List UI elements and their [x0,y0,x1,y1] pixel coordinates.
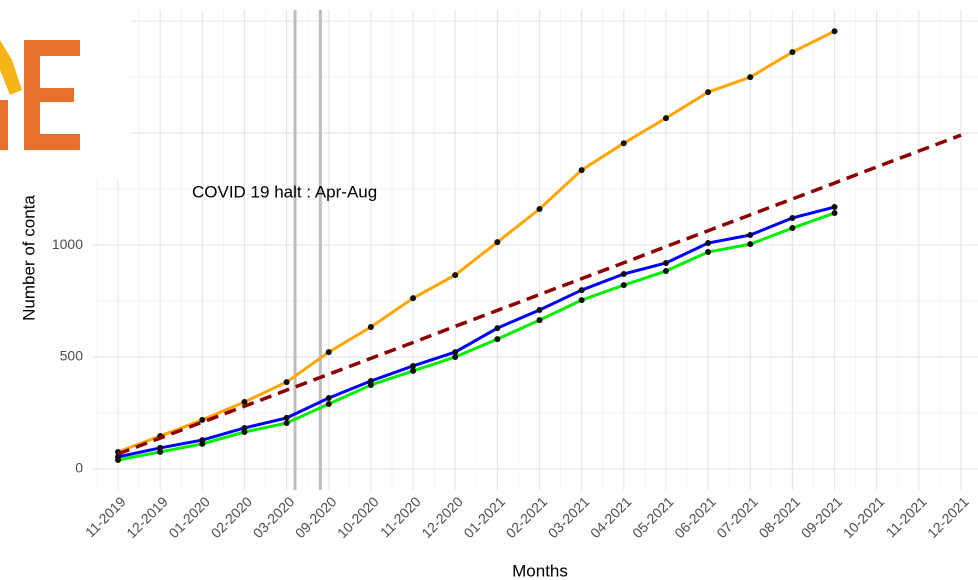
point [325,349,332,356]
x-tick-label: 11-2021 [883,493,930,540]
point [831,210,838,217]
y-tick-label: 1000 [52,236,83,252]
point [283,379,290,386]
logo-swoosh [0,40,22,95]
point [578,167,585,174]
grid [93,10,978,490]
point [494,325,501,332]
x-tick-label: 03-2020 [250,493,298,541]
x-tick-label: 11-2020 [377,493,424,540]
x-tick-label: 11-2019 [82,493,129,540]
point [536,317,543,324]
point [662,268,669,275]
x-tick-label: 12-2019 [123,493,171,541]
point [241,399,248,406]
point [578,287,585,294]
series-line [117,205,835,459]
logo-e [24,134,80,150]
point [410,362,417,369]
point [452,272,459,279]
logo-e [0,100,8,150]
x-tick-label: 10-2020 [334,493,382,541]
x-tick-label: 01-2020 [165,493,213,541]
x-tick-label: 05-2021 [629,493,677,541]
point [747,74,754,81]
point [410,367,417,374]
point [578,297,585,304]
x-tick-label: 03-2021 [545,493,593,541]
logo [0,0,130,180]
annotation: COVID 19 halt : Apr-Aug [192,182,377,201]
point [283,414,290,421]
point [199,416,206,423]
point [789,214,796,221]
point [452,349,459,356]
x-tick-label: 02-2020 [208,493,256,541]
point [705,89,712,96]
point [325,401,332,408]
point [705,249,712,256]
point [831,204,838,211]
x-tick-label: 12-2021 [924,493,972,541]
point [662,259,669,266]
point [283,420,290,427]
point [367,324,374,331]
point [789,225,796,232]
point [367,382,374,388]
x-tick-label: 06-2021 [671,493,719,541]
logo-e [24,40,80,56]
x-tick-label: 01-2021 [460,493,508,541]
point [747,232,754,238]
point [241,429,248,436]
point [747,241,754,248]
point [620,140,627,147]
point [662,115,669,122]
series-line [117,133,962,456]
point [705,240,712,247]
x-axis-title: Months [512,561,568,580]
point [620,270,627,277]
x-tick-label: 12-2020 [418,493,466,541]
y-axis-title: Number of conta [19,195,38,321]
y-tick-label: 500 [60,348,84,364]
point [115,457,121,463]
x-tick-label: 08-2021 [755,493,803,541]
x-tick-label: 10-2021 [840,493,888,541]
point [494,336,501,343]
series-line [117,211,836,462]
x-tick-label: 02-2021 [503,493,551,541]
point [536,307,543,313]
point [789,49,796,56]
point [452,354,459,361]
point [620,282,627,289]
point [199,440,206,447]
y-tick-label: 0 [75,460,83,476]
x-tick-label: 07-2021 [713,493,761,541]
logo-e [24,88,74,102]
series-line [117,29,836,454]
point [157,448,164,455]
point [325,394,332,401]
point [831,28,838,35]
point [494,239,501,246]
x-tick-label: 04-2021 [587,493,635,541]
x-tick-label: 09-2020 [292,493,340,541]
x-tick-label: 09-2021 [798,493,846,541]
point [536,206,543,213]
point [410,295,417,302]
